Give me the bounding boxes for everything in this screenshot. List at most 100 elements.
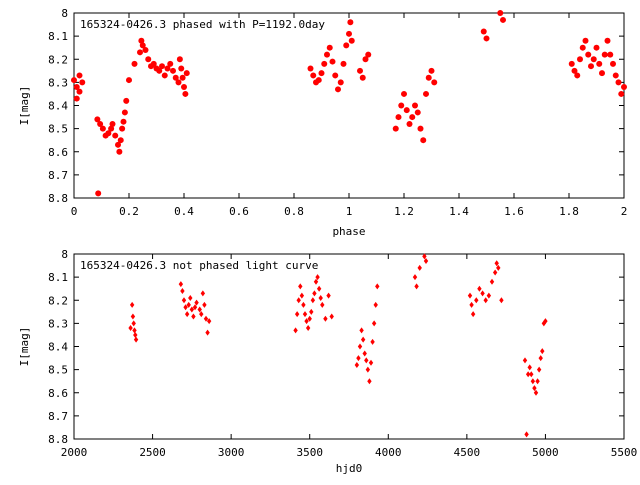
data-point: [538, 355, 543, 362]
data-point: [414, 109, 421, 116]
data-point: [417, 264, 422, 271]
data-point: [525, 371, 531, 378]
data-point: [313, 278, 319, 285]
data-point: [412, 102, 418, 109]
data-point: [489, 278, 495, 285]
data-point: [365, 366, 371, 373]
data-point: [326, 44, 333, 51]
chart-title: 165324-0426.3 not phased light curve: [80, 259, 318, 272]
data-point: [354, 362, 360, 368]
data-point: [316, 285, 322, 292]
x-tick-label: 1.6: [504, 205, 524, 218]
y-axis-label: I[mag]: [18, 327, 31, 367]
data-point: [403, 107, 410, 114]
chart-title: 165324-0426.3 phased with P=1192.0day: [80, 18, 325, 31]
data-point: [357, 67, 363, 74]
y-tick-label: 8.8: [48, 192, 68, 205]
data-point: [312, 290, 317, 297]
data-point: [392, 125, 399, 132]
y-tick-label: 8.3: [48, 317, 68, 330]
data-point: [469, 301, 474, 308]
data-point: [527, 364, 532, 371]
data-point: [191, 313, 196, 320]
data-point: [95, 190, 102, 197]
data-point: [109, 121, 116, 127]
y-tick-label: 8.8: [48, 433, 68, 446]
data-point: [178, 281, 184, 288]
x-tick-label: 2000: [61, 446, 88, 459]
data-point: [483, 35, 490, 42]
data-point: [105, 130, 112, 137]
data-point: [176, 56, 183, 63]
data-point: [340, 60, 347, 67]
data-point: [183, 70, 190, 77]
data-point: [304, 318, 309, 325]
data-point: [130, 313, 136, 320]
x-tick-label: 0: [71, 205, 78, 218]
data-point: [121, 109, 128, 116]
phased-light-curve-panel: 0 0.2 0.4 0.6 0.8 1 1.2 1.4 1.6 1.8 2 8 8.1 8.2 8.3 8.4…: [18, 7, 627, 238]
data-point: [373, 301, 378, 308]
x-tick-label: 0.8: [284, 205, 304, 218]
data-point: [326, 292, 331, 299]
data-point: [199, 311, 204, 318]
data-point: [318, 70, 325, 77]
data-point: [206, 318, 212, 325]
y-tick-label: 8.2: [48, 53, 68, 66]
data-point: [604, 37, 611, 44]
data-point: [309, 308, 314, 315]
data-point: [364, 357, 369, 364]
data-point: [585, 51, 592, 58]
data-point: [182, 90, 189, 97]
x-tick-label: 2500: [139, 446, 166, 459]
data-point: [302, 311, 308, 318]
data-point: [181, 84, 187, 90]
data-point: [414, 283, 419, 290]
data-point: [370, 338, 375, 345]
data-point: [296, 297, 301, 304]
data-point: [161, 72, 168, 79]
data-point: [540, 348, 545, 355]
data-point: [73, 84, 80, 90]
y-tick-label: 8.7: [48, 169, 68, 182]
data-point: [347, 19, 354, 26]
data-point: [496, 264, 501, 271]
data-point: [423, 257, 429, 264]
data-point: [483, 297, 488, 304]
y-tick-label: 8.3: [48, 76, 68, 89]
data-point: [593, 44, 600, 51]
data-point: [131, 320, 136, 327]
data-point: [131, 60, 138, 67]
data-point: [356, 355, 361, 362]
y-tick-label: 8.4: [48, 341, 68, 354]
data-point: [170, 67, 176, 74]
data-point: [120, 118, 127, 125]
data-point: [194, 299, 199, 306]
data-point: [119, 125, 126, 132]
x-tick-label: 1: [346, 205, 353, 218]
data-point: [184, 311, 190, 318]
data-point: [480, 290, 485, 297]
data-point: [73, 95, 80, 102]
x-tick-label: 3500: [296, 446, 323, 459]
data-point: [601, 51, 608, 58]
data-point: [371, 320, 377, 327]
data-point: [618, 90, 625, 97]
plot-frame: [73, 253, 625, 440]
data-point: [167, 60, 174, 67]
y-tick-label: 8.1: [48, 271, 68, 284]
data-point: [375, 283, 380, 290]
data-point: [524, 431, 529, 438]
data-point: [315, 77, 322, 84]
data-point: [323, 315, 328, 322]
data-point: [343, 42, 350, 49]
x-tick-label: 1.8: [559, 205, 579, 218]
data-point: [332, 72, 339, 79]
data-point: [362, 350, 367, 357]
data-point: [310, 297, 316, 304]
data-point: [150, 60, 157, 67]
x-tick-label: 4500: [454, 446, 481, 459]
data-point: [417, 125, 424, 132]
data-point: [579, 44, 586, 51]
data-point: [128, 325, 133, 331]
